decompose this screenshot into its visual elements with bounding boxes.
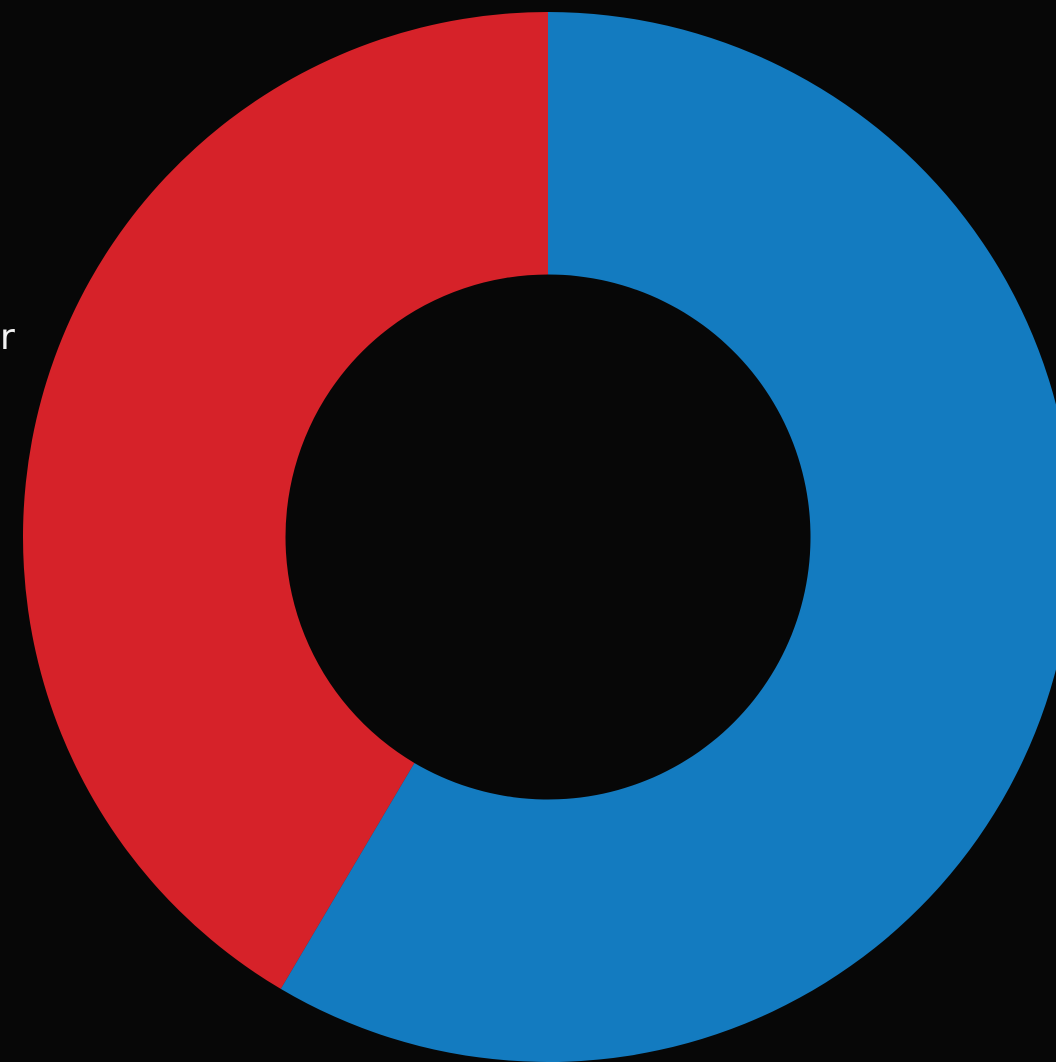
donut-slice-1 — [280, 12, 1056, 1062]
donut-slices — [23, 12, 1056, 1062]
donut-slice-2 — [23, 12, 549, 989]
clipped-annotation-text: r — [0, 317, 15, 358]
